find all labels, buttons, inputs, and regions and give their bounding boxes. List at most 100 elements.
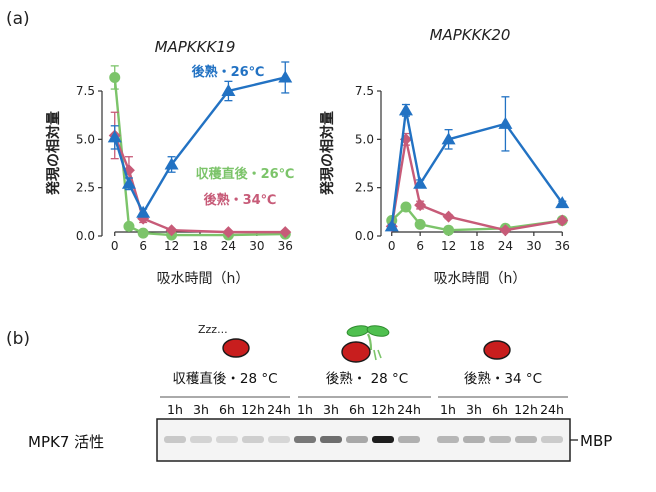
blot-band xyxy=(489,436,511,443)
chart1-xlabel: 吸水時間（h） xyxy=(157,271,250,287)
chart-mapkkk20: MAPKKK20 発現の相対量 吸水時間（h） 0.0 2.5 5.0 7.5 0 6 12… xyxy=(319,26,570,287)
blot-band xyxy=(346,436,368,443)
series-blue xyxy=(384,96,570,232)
data-point-circle xyxy=(400,201,412,213)
condition-label-3: 後熟・34 °C xyxy=(464,371,542,387)
data-point-circle xyxy=(443,224,455,236)
condition-label-2: 後熟・ 28 °C xyxy=(326,371,408,387)
series-line-red xyxy=(390,139,563,232)
series-line-blue xyxy=(390,110,564,227)
lane-label: 1h xyxy=(297,402,313,417)
data-point-triangle xyxy=(107,130,122,143)
data-point-diamond xyxy=(556,214,569,227)
x-tick-label: 24 xyxy=(498,239,513,253)
data-point-triangle xyxy=(136,205,151,218)
lane-label: 6h xyxy=(349,402,365,417)
chart1-marks xyxy=(107,61,293,241)
lane-label: 24h xyxy=(267,402,291,417)
chart-mapkkk19: MAPKKK19 発現の相対量 吸水時間（h） 0.0 2.5 5.0 7.5 0 6 12… xyxy=(45,38,294,287)
data-point-diamond xyxy=(442,210,455,223)
mbp-label: MBP xyxy=(580,432,612,450)
chart2-xlabel: 吸水時間（h） xyxy=(434,271,527,287)
x-tick-label: 36 xyxy=(555,239,570,253)
y-tick-label: 0.0 xyxy=(76,229,95,243)
x-tick-label: 30 xyxy=(526,239,541,253)
blot-band xyxy=(320,436,342,443)
blot-band xyxy=(268,436,290,443)
chart2-title: MAPKKK20 xyxy=(430,26,511,44)
lane-label: 12h xyxy=(514,402,538,417)
chart1-ylabel: 発現の相対量 xyxy=(45,111,62,196)
blot-band xyxy=(242,436,264,443)
data-point-diamond xyxy=(165,224,178,237)
chart2-marks xyxy=(384,96,570,237)
series-blue xyxy=(107,61,293,218)
x-tick-label: 18 xyxy=(469,239,484,253)
chart1-annotation-green: 収穫直後・26℃ xyxy=(196,166,295,182)
lane-labels: 1h 3h 6h 12h 24h 1h 3h 6h 12h 24h 1h 3h 6h 12h 24h xyxy=(167,402,564,417)
data-point-triangle xyxy=(384,219,399,232)
data-point-diamond xyxy=(414,199,427,212)
x-tick-label: 12 xyxy=(441,239,456,253)
lane-label: 3h xyxy=(193,402,209,417)
x-tick-label: 36 xyxy=(278,239,293,253)
lane-label: 12h xyxy=(371,402,395,417)
x-tick-label: 12 xyxy=(164,239,179,253)
y-tick-label: 2.5 xyxy=(355,181,374,195)
lane-label: 6h xyxy=(492,402,508,417)
chart1-title: MAPKKK19 xyxy=(155,38,236,56)
panel-a-label: (a) xyxy=(6,9,30,29)
y-tick-label: 0.0 xyxy=(355,229,374,243)
x-tick-label: 0 xyxy=(111,239,119,253)
blot-band xyxy=(190,436,212,443)
data-point-triangle xyxy=(441,132,456,145)
blot-band xyxy=(398,436,420,443)
blot-band xyxy=(216,436,238,443)
series-line-red xyxy=(113,135,286,234)
data-point-triangle xyxy=(398,103,413,116)
series-green xyxy=(386,201,568,236)
data-point-circle xyxy=(109,71,121,83)
lane-label: 1h xyxy=(440,402,456,417)
data-point-triangle xyxy=(164,157,179,170)
blot-band xyxy=(541,436,563,443)
blot-band xyxy=(372,436,394,443)
data-point-diamond xyxy=(222,226,235,239)
sleep-zzz-text: Zzz... xyxy=(198,323,228,336)
data-point-circle xyxy=(123,220,135,232)
blot-band xyxy=(437,436,459,443)
lane-label: 1h xyxy=(167,402,183,417)
blot-band xyxy=(294,436,316,443)
y-tick-label: 7.5 xyxy=(355,84,374,98)
lane-label: 24h xyxy=(540,402,564,417)
x-tick-label: 18 xyxy=(192,239,207,253)
blot-bands xyxy=(164,436,563,443)
series-green xyxy=(109,65,291,241)
data-point-diamond xyxy=(499,224,512,237)
blot-band xyxy=(515,436,537,443)
chart1-axes: 0.0 2.5 5.0 7.5 0 6 12 18 24 30 36 xyxy=(76,84,293,253)
blot-band xyxy=(463,436,485,443)
chart2-ylabel: 発現の相対量 xyxy=(319,111,336,196)
x-tick-label: 6 xyxy=(139,239,147,253)
x-tick-label: 30 xyxy=(249,239,264,253)
data-point-circle xyxy=(414,218,426,230)
lane-label: 24h xyxy=(397,402,421,417)
chart1-annotation-blue: 後熟・26℃ xyxy=(192,64,265,80)
mpk7-activity-label: MPK7 活性 xyxy=(28,433,104,451)
x-tick-label: 6 xyxy=(416,239,424,253)
data-point-triangle xyxy=(413,176,428,189)
y-tick-label: 7.5 xyxy=(76,84,95,98)
data-point-triangle xyxy=(121,176,136,189)
data-point-triangle xyxy=(221,84,236,96)
blot-band xyxy=(164,436,186,443)
chart1-annotation-red: 後熟・34℃ xyxy=(204,192,277,208)
condition-label-1: 収穫直後・28 °C xyxy=(172,371,277,387)
lane-label: 3h xyxy=(323,402,339,417)
series-line-green xyxy=(113,77,286,237)
y-tick-label: 5.0 xyxy=(355,132,374,146)
chart2-axes: 0.0 2.5 5.0 7.5 0 6 12 18 24 30 36 xyxy=(355,84,570,253)
y-tick-label: 2.5 xyxy=(76,181,95,195)
y-tick-label: 5.0 xyxy=(76,132,95,146)
